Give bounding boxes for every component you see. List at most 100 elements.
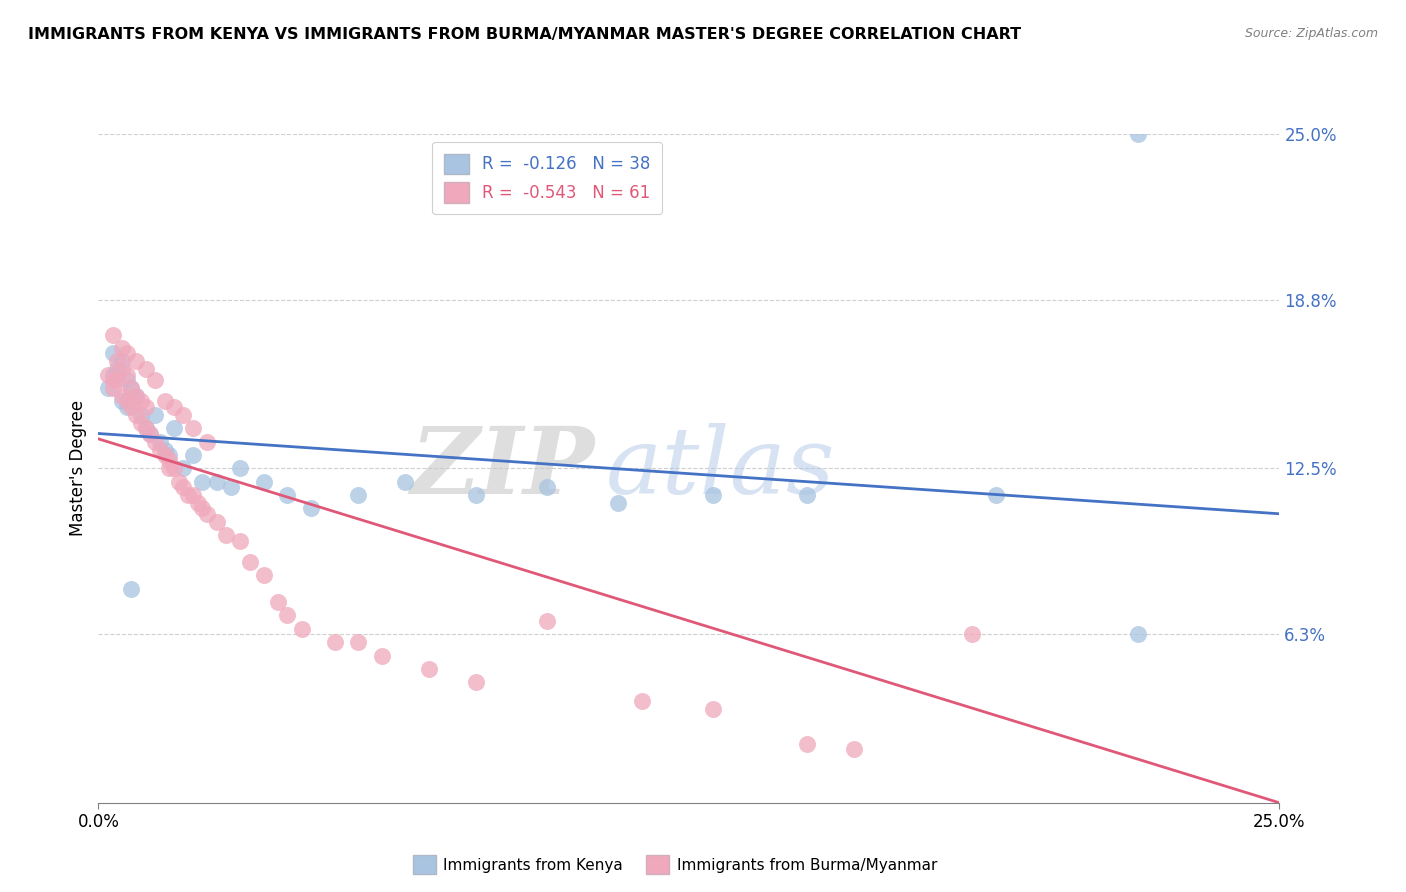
Point (115, 400, 138, 414)
Point (115, 368, 138, 382)
Point (195, 434, 218, 449)
Point (115, 394, 138, 409)
Point (101, 368, 124, 382)
Point (135, 362, 157, 376)
Point (191, 501, 214, 516)
Point (105, 354, 128, 368)
Point (153, 394, 176, 409)
Text: IMMIGRANTS FROM KENYA VS IMMIGRANTS FROM BURMA/MYANMAR MASTER'S DEGREE CORRELATI: IMMIGRANTS FROM KENYA VS IMMIGRANTS FROM… (28, 27, 1021, 42)
Point (153, 442, 176, 457)
Point (149, 434, 172, 449)
Point (121, 582, 143, 596)
Point (129, 394, 152, 409)
Point (143, 373, 166, 387)
Text: ZIP: ZIP (411, 424, 595, 513)
Point (129, 416, 152, 430)
Point (239, 555, 262, 569)
Point (125, 354, 148, 368)
Point (121, 381, 143, 395)
Point (163, 400, 186, 414)
Point (702, 488, 724, 502)
Point (167, 475, 190, 489)
Point (115, 373, 138, 387)
Legend: R =  -0.126   N = 38, R =  -0.543   N = 61: R = -0.126 N = 38, R = -0.543 N = 61 (432, 142, 662, 214)
Point (205, 475, 228, 489)
Point (299, 501, 322, 516)
Point (163, 461, 186, 475)
Point (149, 442, 172, 457)
Point (630, 694, 652, 708)
Point (253, 568, 276, 582)
Legend: Immigrants from Kenya, Immigrants from Burma/Myanmar: Immigrants from Kenya, Immigrants from B… (406, 849, 943, 880)
Point (157, 453, 180, 467)
Point (172, 408, 194, 422)
Point (536, 614, 558, 628)
Point (181, 488, 204, 502)
Point (135, 400, 157, 414)
Text: atlas: atlas (606, 424, 835, 513)
Point (115, 346, 138, 360)
Point (229, 461, 252, 475)
Point (125, 408, 148, 422)
Point (135, 421, 157, 435)
Point (121, 381, 143, 395)
Point (219, 480, 242, 494)
Point (229, 533, 252, 548)
Point (172, 461, 194, 475)
Point (1126, 127, 1149, 141)
Point (125, 389, 148, 403)
Point (796, 737, 818, 751)
Point (371, 648, 394, 663)
Point (195, 507, 218, 521)
Point (1126, 627, 1149, 641)
Point (702, 702, 724, 716)
Point (97, 368, 120, 382)
Point (157, 461, 180, 475)
Point (205, 515, 228, 529)
Point (276, 488, 298, 502)
Point (121, 400, 143, 414)
Point (111, 362, 134, 376)
Point (135, 421, 157, 435)
Point (215, 528, 238, 542)
Point (191, 475, 214, 489)
Point (181, 421, 204, 435)
Point (101, 381, 124, 395)
Point (962, 627, 984, 641)
Y-axis label: Master's Degree: Master's Degree (69, 401, 87, 536)
Point (172, 480, 194, 494)
Point (101, 346, 124, 360)
Point (153, 448, 176, 462)
Point (347, 635, 370, 649)
Point (536, 480, 558, 494)
Point (157, 448, 180, 462)
Point (143, 434, 166, 449)
Point (111, 389, 134, 403)
Point (844, 742, 866, 756)
Point (111, 341, 134, 355)
Point (418, 662, 440, 676)
Point (101, 373, 124, 387)
Point (139, 426, 162, 441)
Point (97, 381, 120, 395)
Point (143, 408, 166, 422)
Point (105, 362, 128, 376)
Point (163, 421, 186, 435)
Point (607, 496, 630, 510)
Point (105, 373, 128, 387)
Point (125, 389, 148, 403)
Point (347, 488, 370, 502)
Point (139, 426, 162, 441)
Point (101, 327, 124, 342)
Point (129, 408, 152, 422)
Point (276, 608, 298, 623)
Point (323, 635, 346, 649)
Point (177, 488, 200, 502)
Point (267, 595, 290, 609)
Point (290, 622, 312, 636)
Point (984, 488, 1007, 502)
Point (187, 496, 209, 510)
Point (465, 488, 488, 502)
Point (111, 354, 134, 368)
Point (465, 675, 488, 690)
